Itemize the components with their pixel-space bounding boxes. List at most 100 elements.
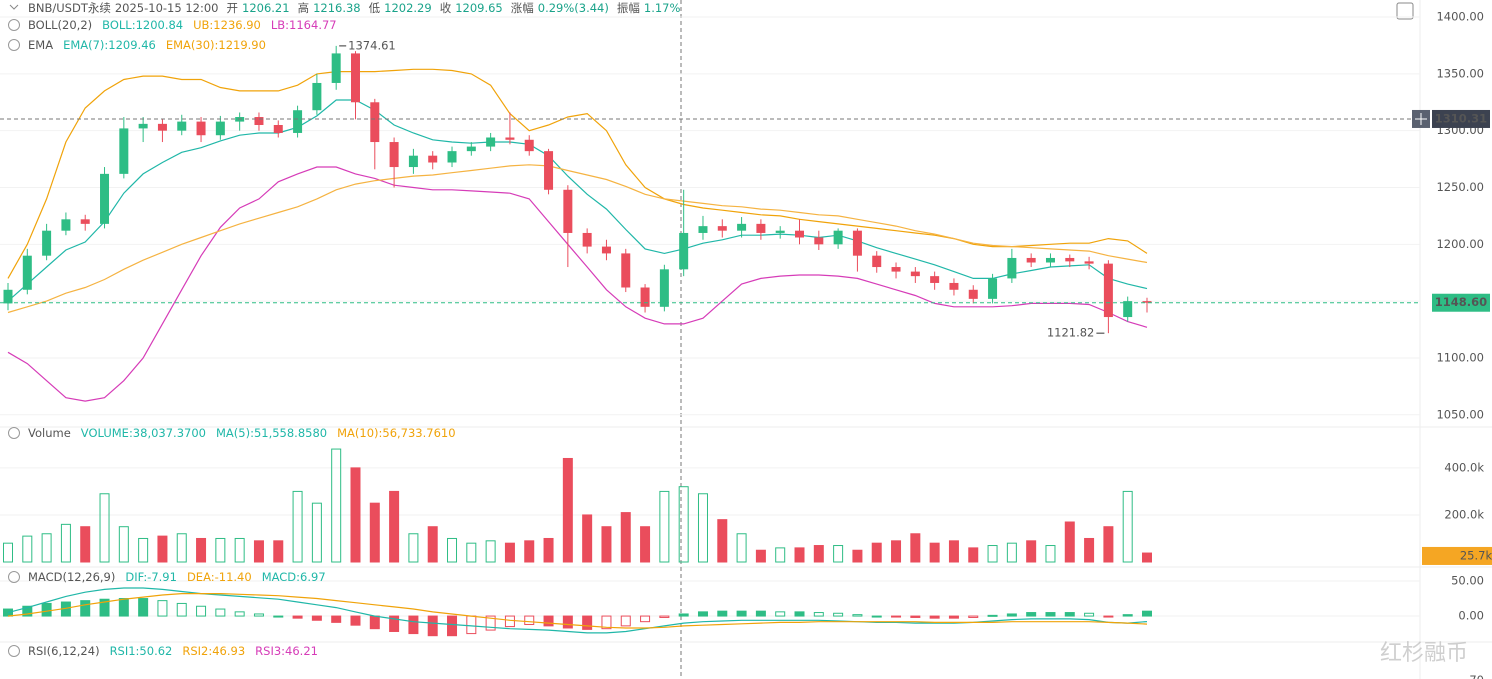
- indicator-line: [7, 593, 1148, 629]
- volume-bar: [196, 537, 207, 563]
- header-item: 1.17%: [644, 1, 681, 15]
- macd-bar: [524, 615, 535, 625]
- macd-bar: [987, 614, 998, 617]
- legend-item: RSI2:46.93: [182, 644, 245, 658]
- candle-body: [138, 123, 148, 129]
- crosshair-price-label: 1310.31: [1435, 111, 1487, 125]
- volume-bar: [1122, 490, 1133, 563]
- candle-body: [3, 289, 13, 304]
- legend-title: EMA: [28, 38, 53, 52]
- y-tick-label: 200.0k: [1444, 507, 1484, 521]
- macd-bar: [138, 598, 149, 617]
- volume-bar: [948, 540, 959, 563]
- candle-body: [833, 230, 843, 245]
- candle-body: [157, 123, 167, 131]
- volume-bar: [640, 526, 651, 563]
- candle-body: [1084, 261, 1094, 264]
- volume-bar: [215, 537, 226, 563]
- volume-bar: [22, 535, 33, 563]
- macd-bar: [1084, 612, 1095, 617]
- header-item: 振幅: [617, 1, 640, 15]
- volume-bar: [3, 542, 13, 563]
- macd-bar: [697, 611, 708, 617]
- candle-body: [331, 53, 341, 83]
- volume-bar: [601, 526, 612, 563]
- volume-bar: [253, 540, 264, 563]
- volume-bar: [775, 547, 786, 563]
- volume-bar: [138, 537, 149, 563]
- legend-title: BOLL(20,2): [28, 18, 92, 32]
- legend-toggle: [8, 427, 20, 439]
- volume-bar: [369, 502, 380, 563]
- volume-bar: [41, 533, 52, 563]
- volume-bar: [466, 542, 477, 563]
- volume-bar: [582, 514, 593, 563]
- header-item: 高: [298, 1, 310, 15]
- macd-bar: [678, 613, 689, 617]
- header-item: BNB/USDT永续: [28, 1, 111, 15]
- macd-bar: [775, 611, 786, 617]
- candle-body: [370, 102, 380, 143]
- macd-bar: [273, 615, 284, 618]
- candle-body: [640, 287, 650, 307]
- candle-body: [795, 230, 805, 238]
- legend: BOLL(20,2) BOLL:1200.84 UB:1236.90 LB:1164.…: [28, 18, 337, 32]
- legend-item: MA(10):56,733.7610: [337, 426, 455, 440]
- candle-body: [447, 151, 457, 163]
- volume-bar: [99, 493, 110, 563]
- fullscreen-button[interactable]: [1396, 2, 1414, 20]
- candle-body: [659, 269, 669, 307]
- macd-bar: [736, 610, 747, 617]
- volume-bar: [1045, 545, 1056, 563]
- volume-bar: [504, 542, 515, 563]
- candle-body: [466, 146, 476, 152]
- watermark: 红杉融币: [1380, 641, 1468, 666]
- volume-tag-label: 25.7k: [1460, 548, 1492, 562]
- macd-bar: [833, 612, 844, 617]
- macd-bar: [813, 612, 824, 617]
- plus-icon: [1415, 112, 1427, 125]
- volume-bar: [968, 547, 979, 563]
- candle-body: [119, 128, 129, 174]
- macd-bar: [1103, 615, 1114, 618]
- candle-body: [756, 223, 766, 233]
- volume-bar: [929, 542, 940, 563]
- header-item: 0.29%(3.44): [538, 1, 609, 15]
- candle-body: [737, 223, 747, 231]
- candle-body: [1026, 257, 1036, 263]
- volume-bar: [697, 493, 708, 563]
- candle-body: [814, 237, 824, 245]
- macd-bar: [234, 611, 245, 617]
- candle-body: [61, 219, 71, 231]
- legend-item: EMA(7):1209.46: [63, 38, 156, 52]
- volume-bar: [1064, 521, 1075, 563]
- volume-bar: [447, 537, 458, 563]
- macd-bar: [1026, 612, 1037, 617]
- candle-body: [80, 219, 90, 224]
- legend-toggle: [8, 19, 20, 31]
- header-item: 开: [227, 1, 239, 15]
- volume-bar: [852, 549, 863, 563]
- volume-bar: [427, 526, 438, 563]
- volume-bar: [234, 537, 245, 563]
- indicator-line: [7, 99, 1148, 302]
- volume-bar: [736, 533, 747, 563]
- y-tick-label: 1200.00: [1436, 237, 1484, 251]
- volume-bar: [755, 549, 766, 563]
- macd-bar: [408, 615, 419, 635]
- y-tick-label: 1100.00: [1436, 350, 1484, 364]
- volume-bar: [891, 540, 902, 563]
- candle-body: [389, 142, 399, 168]
- volume-bar: [871, 542, 882, 563]
- macd-bar: [253, 613, 264, 617]
- volume-bar: [389, 490, 400, 563]
- candle-body: [350, 53, 360, 103]
- legend-item: EMA(30):1219.90: [166, 38, 266, 52]
- macd-bar: [717, 610, 728, 617]
- candle-body: [254, 117, 264, 125]
- candle-body: [601, 246, 611, 254]
- volume-bar: [1142, 552, 1152, 563]
- volume-bar: [118, 526, 129, 563]
- macd-bar: [948, 615, 959, 619]
